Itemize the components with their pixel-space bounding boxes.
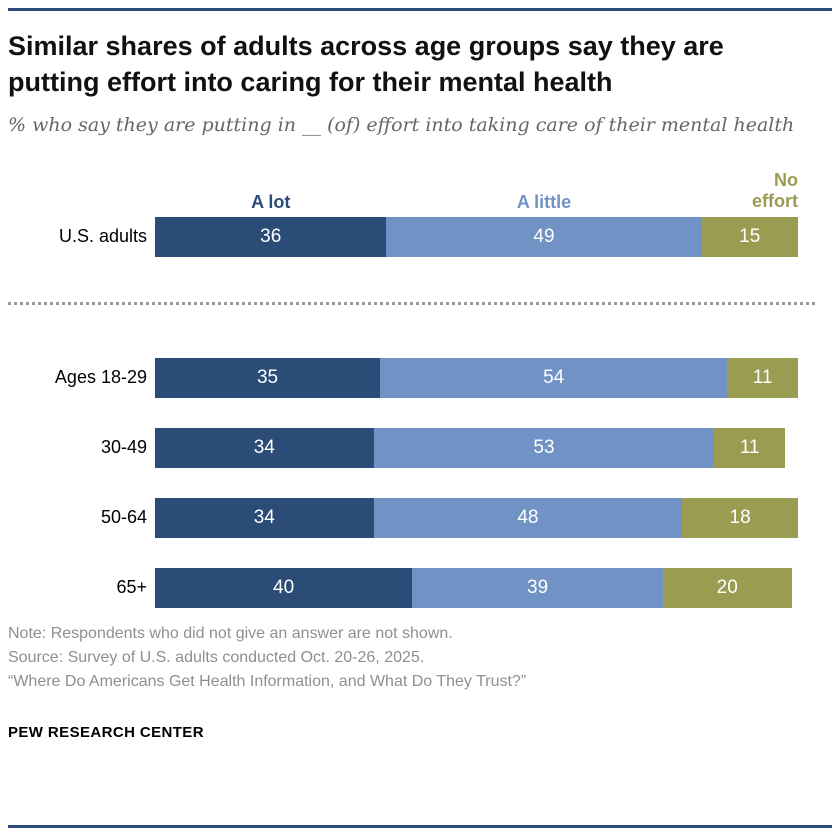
- bar-segment-no-effort: 20: [662, 567, 792, 608]
- value-label: 48: [517, 506, 539, 528]
- category-label: Ages 18-29: [54, 367, 147, 388]
- value-label: 15: [739, 225, 761, 247]
- age-group-rows: Ages 18-29 35 54 11 30-49 34 53 11 50-64 34 48 18 65…: [8, 357, 815, 608]
- stacked-bar: 36 49 15: [155, 216, 798, 257]
- value-label: 49: [533, 225, 555, 247]
- value-label: 18: [729, 506, 751, 528]
- top-border-rule: [8, 8, 832, 11]
- us-adults-row-group: U.S. adults 36 49 15: [8, 216, 815, 257]
- bar-segment-a-lot: 35: [155, 357, 381, 398]
- bar-segment-a-little: 49: [386, 216, 702, 257]
- stacked-bar-chart: A lot A little No effort U.S. adults 36 49 15…: [8, 165, 815, 608]
- stacked-bar: 40 39 20: [155, 567, 798, 608]
- bar-segment-a-little: 54: [380, 357, 728, 398]
- note-line: Note: Respondents who did not give an an…: [8, 624, 453, 642]
- chart-title: Similar shares of adults across age grou…: [8, 31, 724, 97]
- chart-row: Ages 18-29 35 54 11: [8, 357, 798, 398]
- value-label: 54: [543, 366, 565, 388]
- source-line: Source: Survey of U.S. adults conducted …: [8, 648, 425, 666]
- value-label: 53: [533, 436, 555, 458]
- legend-label-a-lot: A lot: [251, 191, 291, 212]
- bar-segment-a-lot: 36: [155, 216, 387, 257]
- bar-segment-a-little: 48: [373, 497, 683, 538]
- bar-segment-no-effort: 18: [682, 497, 798, 538]
- stacked-bar: 34 48 18: [155, 497, 798, 538]
- value-label: 34: [253, 436, 275, 458]
- bar-segment-a-lot: 40: [155, 567, 413, 608]
- category-label: 30-49: [100, 437, 147, 458]
- chart-row: 50-64 34 48 18: [8, 497, 798, 538]
- bar-segment-a-little: 39: [412, 567, 663, 608]
- bottom-border-rule: [8, 825, 832, 828]
- bar-segment-no-effort: 11: [727, 357, 798, 398]
- bar-segment-a-lot: 34: [155, 497, 374, 538]
- chart-legend: A lot A little No effort: [155, 165, 798, 217]
- value-label: 34: [253, 506, 275, 528]
- bar-segment-a-lot: 34: [155, 427, 374, 468]
- chart-row: 65+ 40 39 20: [8, 567, 798, 608]
- bar-segment-no-effort: 15: [701, 216, 798, 257]
- value-label: 39: [527, 576, 549, 598]
- chart-row: U.S. adults 36 49 15: [8, 216, 798, 257]
- report-title-line: “Where Do Americans Get Health Informati…: [8, 672, 527, 690]
- stacked-bar: 34 53 11: [155, 427, 798, 468]
- footnotes: Note: Respondents who did not give an an…: [8, 622, 832, 694]
- value-label: 35: [256, 366, 279, 388]
- chart-row: 30-49 34 53 11: [8, 427, 798, 468]
- category-label: 65+: [116, 577, 147, 598]
- value-label: 11: [752, 366, 773, 388]
- legend-label-no-effort: No effort: [752, 169, 798, 212]
- value-label: 36: [260, 225, 282, 247]
- value-label: 20: [716, 576, 738, 598]
- bar-segment-a-little: 53: [373, 427, 715, 468]
- chart-subtitle: % who say they are putting in __ (of) ef…: [8, 114, 795, 137]
- dotted-divider: [8, 301, 815, 305]
- stacked-bar: 35 54 11: [155, 357, 798, 398]
- pew-research-center-wordmark: PEW RESEARCH CENTER: [8, 723, 204, 741]
- legend-label-a-little: A little: [516, 191, 572, 212]
- bar-segment-no-effort: 11: [714, 427, 786, 468]
- category-label: 50-64: [100, 507, 147, 528]
- value-label: 40: [273, 576, 295, 598]
- category-label: U.S. adults: [58, 226, 147, 247]
- value-label: 11: [739, 436, 760, 458]
